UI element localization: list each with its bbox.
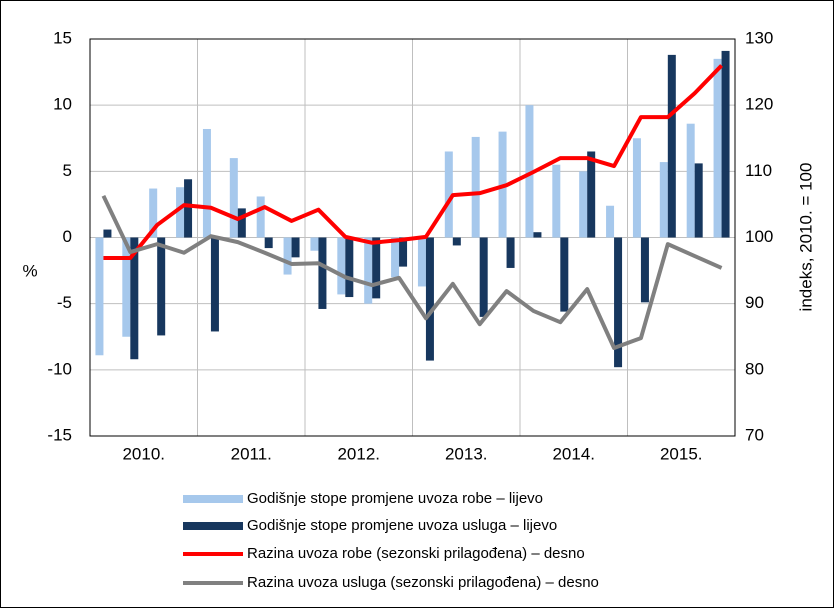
bar [721,50,730,238]
line [103,64,724,261]
bar [256,196,265,238]
bar [122,237,131,337]
bar [229,158,238,238]
bar [310,237,319,251]
x-group-label: 2013. [445,444,488,463]
y-tick-label: 0 [63,227,72,246]
bar [587,151,596,238]
y2-tick-label: 120 [745,95,773,114]
bar [579,171,588,238]
bar [184,179,193,238]
bar [606,205,615,238]
legend-label: Razina uvoza usluga (sezonski prilagođen… [247,574,599,591]
y-tick-label: -10 [47,359,72,378]
y2-axis-label: indeks, 2010. = 100 [796,163,815,312]
bar [552,164,561,238]
bar [525,105,534,238]
bar [640,237,649,303]
legend-label: Razina uvoza robe (sezonski prilagođena)… [247,545,585,562]
bar [345,237,354,298]
bar [452,237,461,246]
bar [686,123,695,238]
y2-tick-label: 110 [745,161,772,180]
y-axis-label: % [22,261,37,280]
y2-tick-label: 90 [745,293,764,312]
bar [667,54,676,238]
bar [399,237,408,267]
y-tick-label: -15 [47,425,72,444]
bar [130,237,139,360]
bar [506,237,515,268]
plot-border [89,38,736,437]
y-tick-label: -5 [57,293,72,312]
bar [202,128,211,238]
bar [425,237,434,361]
line [101,194,723,350]
bar [471,136,480,238]
bar [372,237,381,299]
x-group-label: 2011. [231,444,272,463]
x-group-label: 2010. [122,444,165,463]
bar [337,237,346,295]
bar [318,237,327,309]
bar [264,237,273,249]
bar [291,237,300,258]
bar [391,237,400,278]
bar [713,58,722,238]
bar [632,138,641,238]
legend-swatch [183,522,243,530]
y-tick-label: 15 [53,28,72,47]
bar [560,237,569,312]
legend-label: Godišnje stope promjene uvoza usluga – l… [247,517,557,534]
bar [95,237,104,356]
y2-tick-label: 100 [745,227,773,246]
y2-tick-label: 80 [745,359,764,378]
bar [237,208,246,238]
legend-label: Godišnje stope promjene uvoza robe – lij… [247,490,543,507]
bar [479,237,488,317]
x-group-label: 2012. [337,444,380,463]
bar [614,237,623,368]
y-tick-label: 5 [63,161,72,180]
x-group-label: 2014. [552,444,595,463]
bar [364,237,373,304]
bar [694,163,703,238]
bar [176,187,185,238]
x-group-label: 2015. [660,444,703,463]
bar [417,237,426,287]
bar [149,188,158,238]
bar [444,151,453,238]
legend-swatch [183,495,243,503]
y-tick-label: 10 [53,95,72,114]
bar [210,237,219,332]
bar [157,237,166,336]
y2-tick-label: 130 [745,28,773,47]
bar [103,229,112,238]
bar [533,232,542,238]
y2-tick-label: 70 [745,425,764,444]
bar [659,162,668,238]
bar [283,237,292,275]
